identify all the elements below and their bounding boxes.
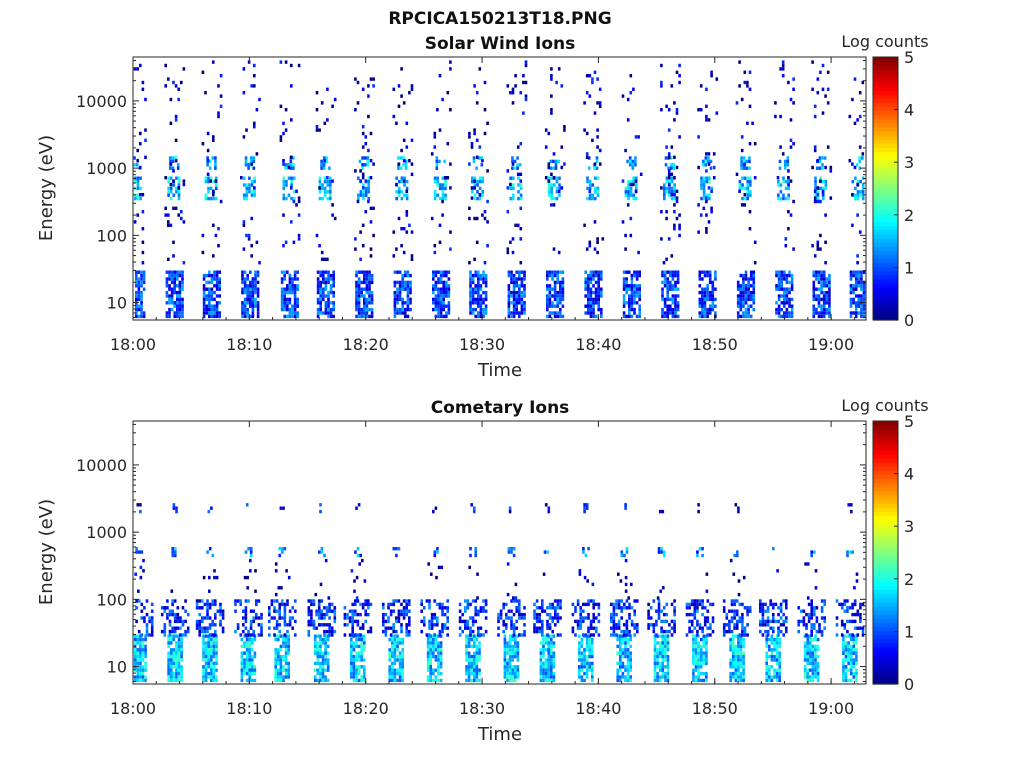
x-tick-label: 18:10: [226, 699, 272, 718]
panel-title-solar-wind: Solar Wind Ions: [425, 34, 576, 54]
colorbar-frame: [872, 420, 899, 685]
x-tick-label: 18:20: [343, 699, 389, 718]
y-tick-label: 10000: [76, 456, 127, 475]
x-tick-label: 18:50: [692, 699, 738, 718]
y-tick-label: 10: [107, 294, 127, 313]
y-tick-label: 1000: [86, 159, 127, 178]
figure-title: RPCICA150213T18.PNG: [388, 9, 611, 29]
colorbar-tick-label: 2: [904, 206, 914, 225]
x-axis-label-solar-wind: Time: [477, 360, 522, 381]
y-tick-label: 10000: [76, 92, 127, 111]
x-tick-label: 18:20: [343, 335, 389, 354]
plot-frame: [132, 420, 867, 685]
x-tick-label: 19:00: [808, 335, 854, 354]
y-tick-label: 100: [96, 226, 127, 245]
colorbar-tick-label: 3: [904, 153, 914, 172]
x-tick-label: 18:00: [110, 699, 156, 718]
panel-cometary-ions: Cometary Ions Log counts Time Energy (eV…: [36, 396, 929, 745]
x-axis-label-cometary: Time: [477, 724, 522, 745]
colorbar-tick-label: 5: [904, 48, 914, 67]
colorbar: [873, 57, 898, 321]
colorbar-tick-label: 1: [904, 258, 914, 277]
colorbar-tick-label: 2: [904, 570, 914, 589]
colorbar-tick-label: 4: [904, 465, 914, 484]
x-tick-label: 19:00: [808, 699, 854, 718]
colorbar-tick-label: 4: [904, 101, 914, 120]
panel-title-cometary: Cometary Ions: [431, 398, 570, 418]
y-tick-label: 1000: [86, 523, 127, 542]
colorbar-tick-label: 5: [904, 412, 914, 431]
x-tick-label: 18:40: [575, 335, 621, 354]
colorbar-tick-label: 3: [904, 517, 914, 536]
colorbar-tick-label: 0: [904, 675, 914, 694]
y-axis-label-solar-wind: Energy (eV): [36, 135, 57, 241]
x-tick-label: 18:30: [459, 335, 505, 354]
y-tick-label: 10: [107, 658, 127, 677]
x-tick-label: 18:00: [110, 335, 156, 354]
colorbar-label-solar-wind: Log counts: [841, 32, 928, 51]
colorbar: [873, 421, 898, 685]
x-tick-label: 18:10: [226, 335, 272, 354]
colorbar-frame: [872, 56, 899, 321]
heatmap-cells: [133, 503, 865, 683]
heatmap-cells: [133, 60, 866, 319]
y-tick-label: 100: [96, 590, 127, 609]
y-axis-label-cometary: Energy (eV): [36, 499, 57, 605]
x-tick-label: 18:50: [692, 335, 738, 354]
x-tick-label: 18:30: [459, 699, 505, 718]
colorbar-label-cometary: Log counts: [841, 396, 928, 415]
colorbar-tick-label: 0: [904, 311, 914, 330]
colorbar-tick-label: 1: [904, 622, 914, 641]
x-tick-label: 18:40: [575, 699, 621, 718]
panel-solar-wind-ions: Solar Wind Ions Log counts Time Energy (…: [36, 32, 929, 381]
